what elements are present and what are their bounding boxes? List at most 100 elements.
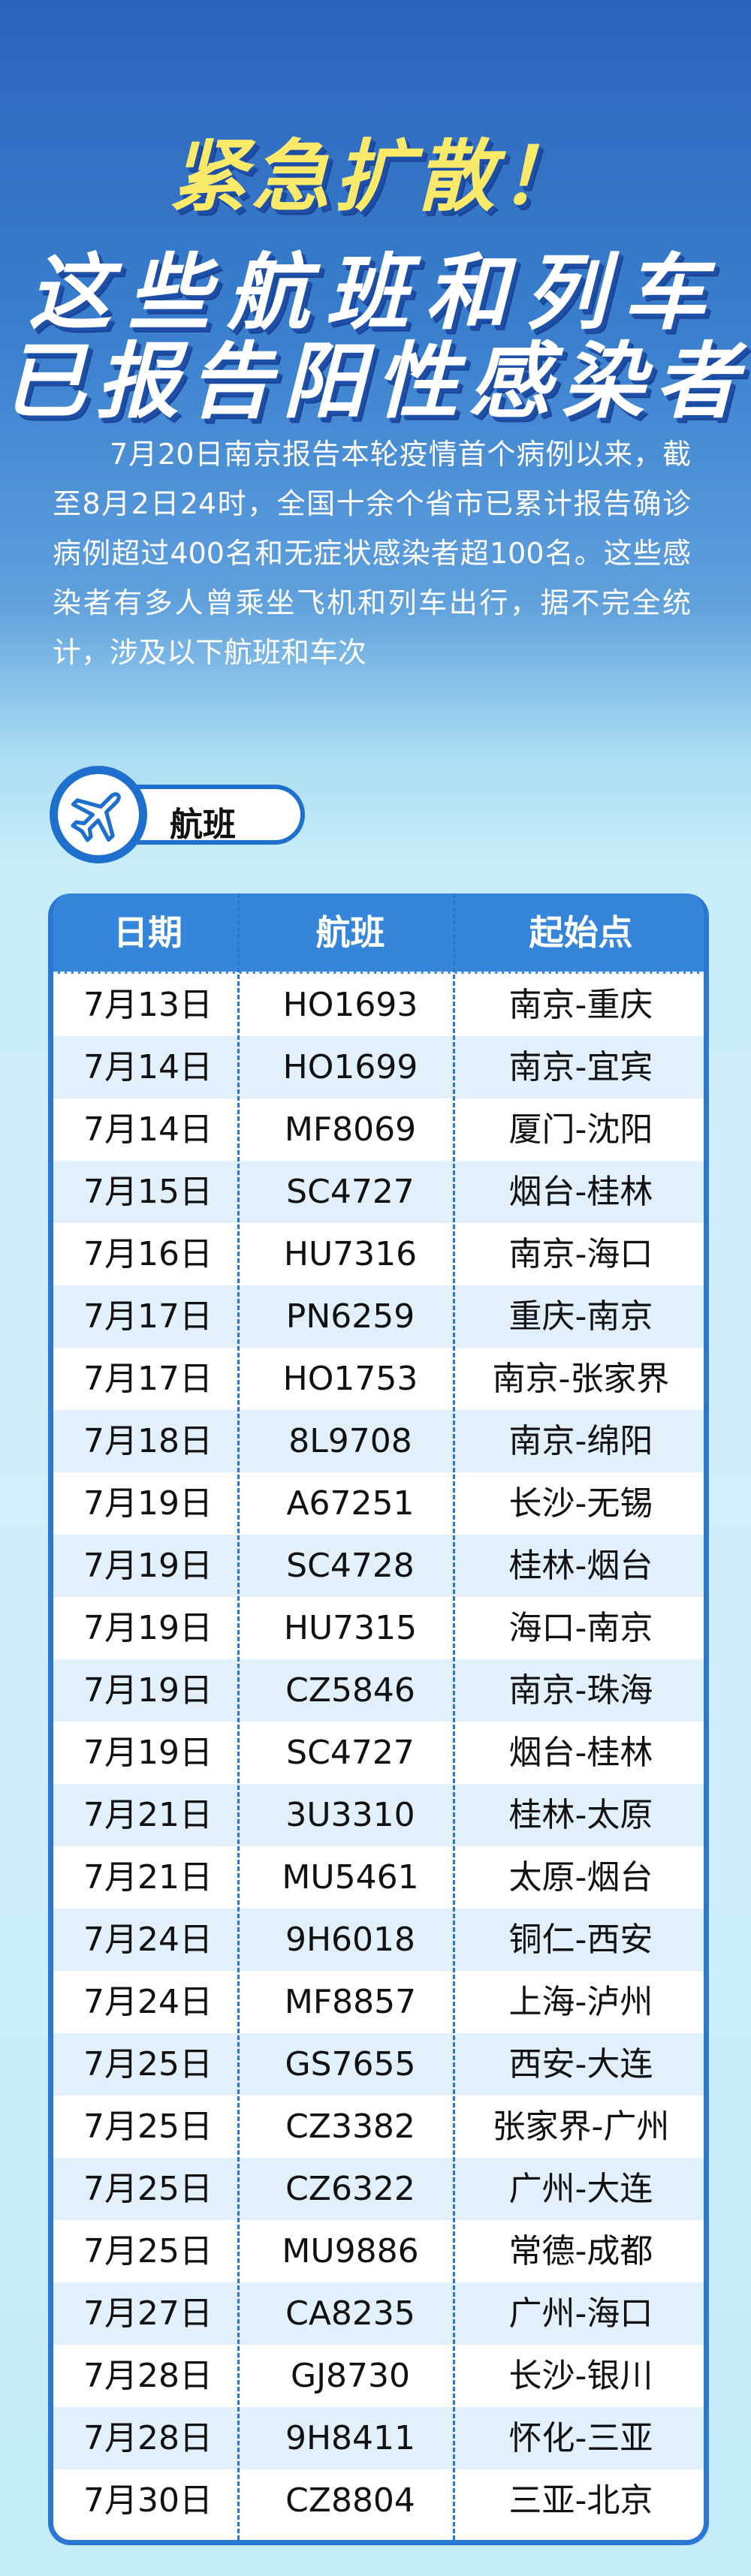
table-row: 7月25日 GS7655 西安-大连: [53, 2033, 704, 2095]
flights-table: 日期 航班 起始点 7月13日 HO1693 南京-重庆 7月14日 HO1699 南京-…: [48, 893, 709, 2545]
section-badge-flights: 航班: [50, 766, 312, 863]
column-header-date: 日期: [113, 912, 182, 953]
badge-circle: [50, 766, 147, 863]
cell-flight: SC4727: [286, 1173, 415, 1211]
cell-date: 7月19日: [83, 1547, 213, 1585]
table-row: 7月14日 HO1699 南京-宜宾: [53, 1036, 704, 1098]
cell-route: 南京-海口: [508, 1235, 653, 1273]
table-row: 7月25日 MU9886 常德-成都: [53, 2220, 704, 2282]
cell-route: 太原-烟台: [508, 1858, 653, 1897]
table-row: 7月16日 HU7316 南京-海口: [53, 1223, 704, 1285]
cell-flight: CZ5846: [285, 1671, 415, 1710]
table-row: 7月17日 HO1753 南京-张家界: [53, 1348, 704, 1410]
table-row: 7月28日 9H8411 怀化-三亚: [53, 2407, 704, 2469]
table-row: 7月19日 HU7315 海口-南京: [53, 1597, 704, 1659]
cell-flight: GJ8730: [290, 2357, 411, 2395]
cell-flight: HO1753: [282, 1360, 418, 1398]
cell-route: 长沙-银川: [508, 2357, 653, 2395]
cell-flight: CZ3382: [285, 2107, 415, 2146]
cell-flight: MU9886: [282, 2232, 419, 2270]
cell-route: 常德-成都: [508, 2232, 653, 2270]
cell-date: 7月25日: [83, 2170, 213, 2208]
cell-flight: HU7316: [283, 1235, 418, 1273]
column-divider: [453, 893, 455, 2540]
cell-route: 南京-重庆: [508, 986, 653, 1024]
cell-date: 7月18日: [83, 1422, 213, 1460]
cell-date: 7月19日: [83, 1484, 213, 1523]
cell-flight: MF8069: [284, 1110, 417, 1149]
table-row: 7月24日 9H6018 铜仁-西安: [53, 1909, 704, 1971]
airplane-icon: [71, 792, 121, 842]
title-urgent: 紧急扩散！: [168, 131, 582, 222]
cell-flight: MU5461: [282, 1858, 419, 1897]
cell-flight: 8L9708: [288, 1422, 412, 1460]
cell-flight: CZ8804: [285, 2481, 415, 2520]
cell-flight: 9H6018: [285, 1921, 416, 1959]
cell-flight: 9H8411: [285, 2419, 416, 2457]
intro-paragraph: 7月20日南京报告本轮疫情首个病例以来，截至8月2日24时，全国十余个省市已累计…: [53, 438, 691, 669]
table-row: 7月24日 MF8857 上海-泸州: [53, 1971, 704, 2033]
cell-route: 西安-大连: [508, 2045, 653, 2083]
cell-route: 上海-泸州: [508, 1983, 653, 2021]
title-line-3: 已报告阳性感染者: [3, 333, 748, 429]
cell-route: 张家界-广州: [492, 2107, 670, 2146]
table-row: 7月19日 SC4727 烟台-桂林: [53, 1722, 704, 1784]
section-label: 航班: [170, 806, 236, 844]
cell-date: 7月21日: [83, 1858, 213, 1897]
table-row: 7月19日 CZ5846 南京-珠海: [53, 1659, 704, 1722]
table-row: 7月27日 CA8235 广州-海口: [53, 2282, 704, 2345]
column-divider: [237, 893, 240, 2540]
cell-date: 7月19日: [83, 1609, 213, 1647]
cell-date: 7月25日: [83, 2232, 213, 2270]
cell-flight: PN6259: [285, 1297, 415, 1336]
table-row: 7月14日 MF8069 厦门-沈阳: [53, 1098, 704, 1161]
cell-date: 7月25日: [83, 2107, 213, 2146]
cell-flight: CA8235: [285, 2294, 415, 2333]
table-row: 7月13日 HO1693 南京-重庆: [53, 974, 704, 1036]
cell-date: 7月19日: [83, 1671, 213, 1710]
table-row: 7月28日 GJ8730 长沙-银川: [53, 2345, 704, 2407]
table-header: 日期 航班 起始点: [53, 893, 704, 974]
cell-date: 7月16日: [83, 1235, 213, 1273]
table-row: 7月17日 PN6259 重庆-南京: [53, 1285, 704, 1348]
cell-flight: HO1699: [282, 1048, 418, 1086]
cell-route: 广州-大连: [508, 2170, 653, 2208]
cell-date: 7月19日: [83, 1734, 213, 1772]
cell-route: 铜仁-西安: [508, 1921, 653, 1959]
cell-date: 7月30日: [83, 2481, 213, 2520]
cell-flight: A67251: [286, 1484, 415, 1523]
cell-flight: HU7315: [283, 1609, 418, 1647]
table-row: 7月15日 SC4727 烟台-桂林: [53, 1161, 704, 1223]
table-row: 7月25日 CZ3382 张家界-广州: [53, 2095, 704, 2158]
cell-date: 7月28日: [83, 2357, 213, 2395]
cell-route: 长沙-无锡: [508, 1484, 653, 1523]
cell-route: 南京-张家界: [492, 1360, 670, 1398]
cell-flight: GS7655: [285, 2045, 416, 2083]
cell-route: 广州-海口: [508, 2294, 653, 2333]
cell-date: 7月13日: [83, 986, 213, 1024]
cell-route: 桂林-太原: [508, 1796, 653, 1834]
column-header-flight: 航班: [315, 912, 385, 953]
cell-route: 厦门-沈阳: [508, 1110, 653, 1149]
table-row: 7月25日 CZ6322 广州-大连: [53, 2158, 704, 2220]
cell-flight: HO1693: [282, 986, 418, 1024]
table-row: 7月21日 3U3310 桂林-太原: [53, 1784, 704, 1846]
cell-flight: SC4728: [286, 1547, 415, 1585]
cell-date: 7月14日: [83, 1048, 213, 1086]
cell-flight: SC4727: [286, 1734, 415, 1772]
cell-date: 7月15日: [83, 1173, 213, 1211]
cell-date: 7月28日: [83, 2419, 213, 2457]
cell-flight: MF8857: [284, 1983, 417, 2021]
cell-route: 烟台-桂林: [508, 1734, 653, 1772]
cell-route: 怀化-三亚: [508, 2419, 653, 2457]
cell-date: 7月14日: [83, 1110, 213, 1149]
cell-route: 南京-珠海: [508, 1671, 653, 1710]
cell-date: 7月24日: [83, 1921, 213, 1959]
table-row: 7月19日 A67251 长沙-无锡: [53, 1472, 704, 1535]
cell-route: 重庆-南京: [508, 1297, 653, 1336]
cell-route: 南京-绵阳: [508, 1422, 653, 1460]
cell-route: 烟台-桂林: [508, 1173, 653, 1211]
cell-date: 7月25日: [83, 2045, 213, 2083]
cell-route: 三亚-北京: [508, 2481, 653, 2520]
cell-route: 南京-宜宾: [508, 1048, 653, 1086]
